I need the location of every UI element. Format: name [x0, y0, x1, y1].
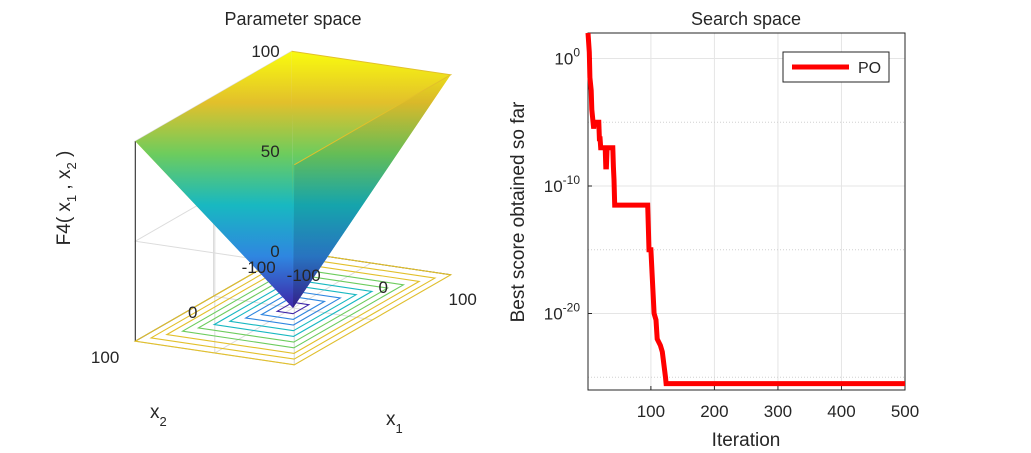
- contour-line: [212, 279, 374, 337]
- y-axis-label: x2: [150, 402, 167, 429]
- x-tick-label: -100: [287, 266, 321, 285]
- convergence-plot: Search space 100 200 300 400 500 100 10-10 10-2…: [508, 9, 919, 451]
- contour-line: [165, 262, 421, 354]
- convergence-series: [585, 32, 905, 387]
- surface-plot-title: Parameter space: [224, 9, 361, 29]
- contour-line: [196, 273, 390, 343]
- contour-lines: [133, 250, 453, 366]
- convergence-y-axis-label: Best score obtained so far: [508, 101, 529, 322]
- convergence-plot-frame: [587, 32, 906, 391]
- x-tick-label: 100: [449, 290, 477, 309]
- legend: PO: [782, 51, 890, 83]
- contour-line: [133, 250, 453, 366]
- x-tick-label: 200: [700, 402, 728, 421]
- convergence-grid: [588, 33, 906, 390]
- y-tick-label: 10-20: [544, 301, 581, 324]
- convergence-tick-labels: 100 200 300 400 500 100 10-10 10-20: [544, 46, 919, 422]
- x-tick-label: 500: [891, 402, 919, 421]
- contour-line: [244, 290, 342, 326]
- surface-mesh: [135, 50, 453, 308]
- series-line-po: [585, 32, 905, 387]
- x-tick-label: 0: [378, 278, 387, 297]
- y-tick-label: 10-10: [544, 173, 581, 196]
- surface-face-back-y: [135, 51, 293, 308]
- legend-entry-po: PO: [858, 60, 881, 77]
- z-tick-label: 0: [270, 242, 279, 261]
- contour-line: [149, 256, 437, 360]
- y-tick-label: 100: [554, 46, 580, 69]
- y-tick-label: -100: [242, 258, 276, 277]
- x-tick-label: 300: [764, 402, 792, 421]
- y-tick-label: 0: [188, 303, 197, 322]
- x-axis-label: x1: [386, 409, 403, 436]
- convergence-plot-title: Search space: [691, 9, 801, 29]
- contour-line: [228, 284, 358, 332]
- x-tick-label: 400: [827, 402, 855, 421]
- z-tick-label: 100: [251, 42, 279, 61]
- z-axis-label: F4( x1 , x2 ): [54, 151, 79, 246]
- contour-line: [180, 267, 406, 349]
- convergence-x-axis-label: Iteration: [712, 430, 781, 451]
- contour-line: [275, 301, 311, 315]
- x-tick-label: 100: [637, 402, 665, 421]
- surface-rim: [291, 50, 453, 166]
- z-tick-label: 50: [261, 142, 280, 161]
- contour-line: [259, 296, 327, 320]
- y-tick-label: 100: [91, 348, 119, 367]
- surface-shading: [293, 74, 451, 308]
